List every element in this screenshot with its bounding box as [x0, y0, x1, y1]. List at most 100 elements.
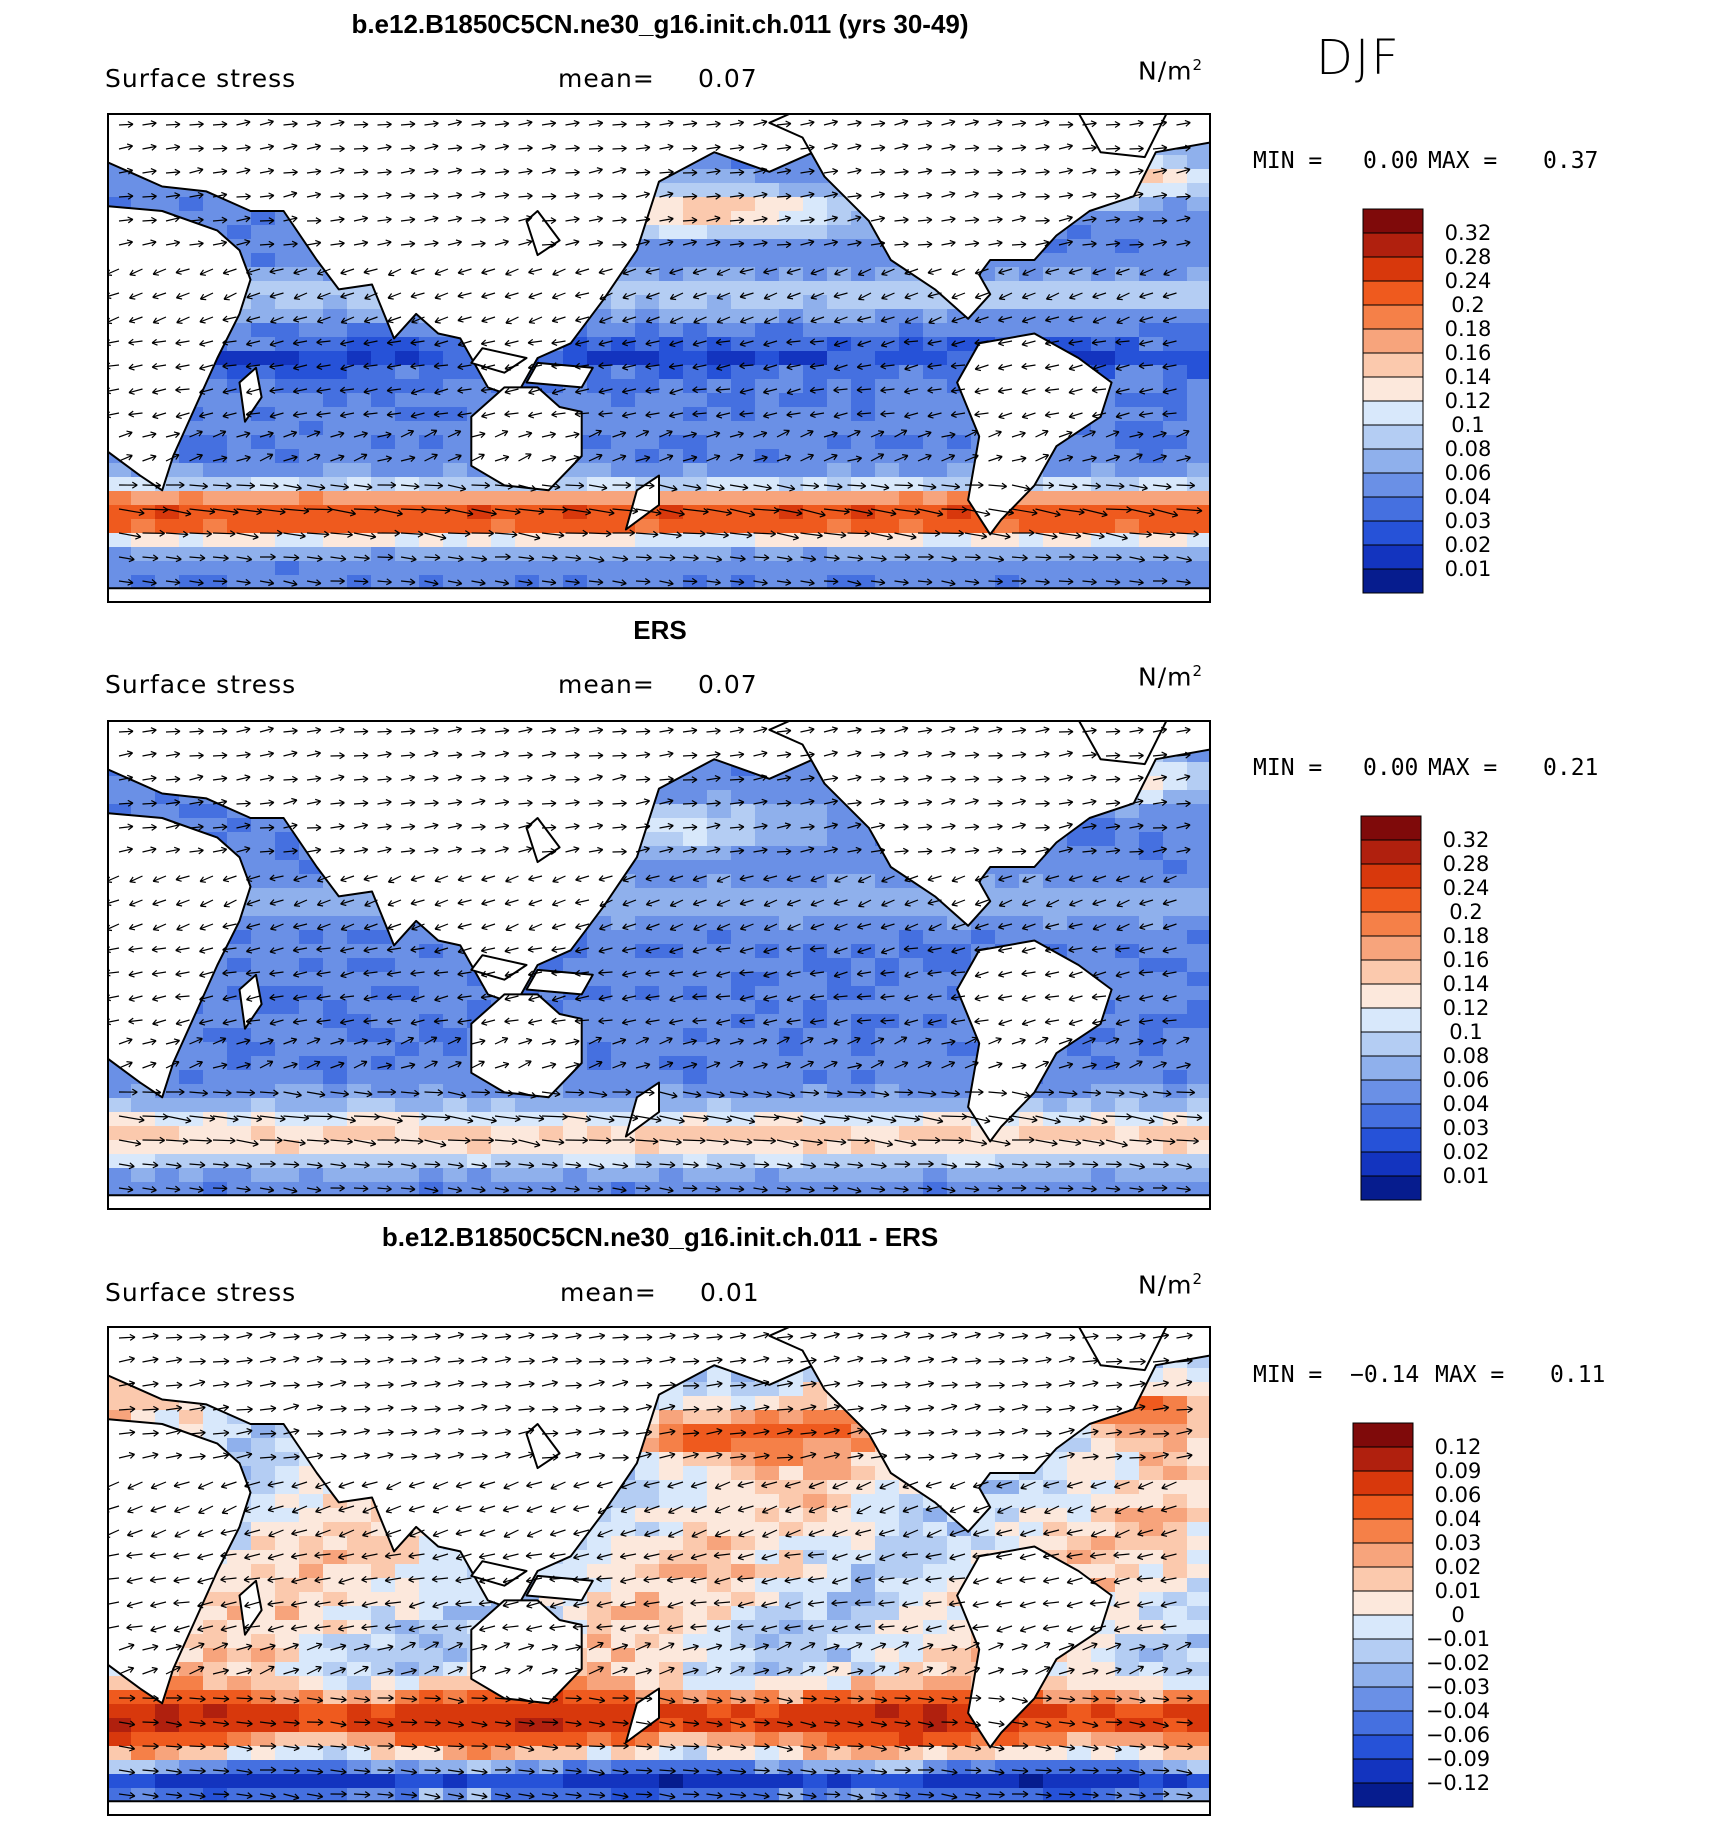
- colorbar-tick-label: 0.32: [1445, 221, 1492, 245]
- colorbar-swatch: [1352, 1614, 1414, 1640]
- colorbar-tick-label: 0.1: [1451, 413, 1484, 437]
- panel-3-title: b.e12.B1850C5CN.ne30_g16.init.ch.011 - E…: [381, 1222, 939, 1252]
- panel-3-variable: Surface stress: [105, 1278, 297, 1307]
- continents: [107, 720, 1211, 1210]
- panel-1-variable: Surface stress: [105, 64, 297, 93]
- colorbar-swatch: [1362, 520, 1424, 546]
- panel-2-title: ERS: [633, 615, 687, 645]
- stress-vectors: [107, 119, 1203, 587]
- panel-3-min-value: −0.14: [1350, 1362, 1420, 1388]
- panel-2-mean-value: 0.07: [698, 670, 758, 699]
- panel-3-max-label: MAX =: [1435, 1362, 1505, 1388]
- colorbar-tick-label: 0.01: [1445, 557, 1492, 581]
- colorbar-swatch: [1360, 1031, 1422, 1057]
- panel-3-min-label: MIN =: [1253, 1362, 1323, 1388]
- colorbar-tick-label: −0.06: [1426, 1723, 1490, 1747]
- colorbar-tick-label: 0: [1451, 1603, 1464, 1627]
- colorbar-swatch: [1360, 1079, 1422, 1105]
- colorbar-swatch: [1352, 1542, 1414, 1568]
- colorbar-tick-label: −0.09: [1426, 1747, 1490, 1771]
- colorbar-tick-label: 0.04: [1443, 1092, 1490, 1116]
- colorbar-swatch: [1352, 1446, 1414, 1472]
- colorbar-swatch: [1352, 1566, 1414, 1592]
- colorbar-swatch: [1360, 863, 1422, 889]
- colorbar-tick-label: 0.18: [1445, 317, 1492, 341]
- colorbar-swatch: [1352, 1758, 1414, 1784]
- colorbar-swatch: [1352, 1782, 1414, 1808]
- colorbar-tick-label: 0.08: [1443, 1044, 1490, 1068]
- panel-2-min-value: 0.00: [1363, 755, 1419, 781]
- colorbar-tick-label: 0.2: [1449, 900, 1482, 924]
- colorbar-tick-label: 0.02: [1443, 1140, 1490, 1164]
- season-label: DJF: [1316, 30, 1401, 86]
- map-frame: [107, 720, 1211, 1210]
- colorbar-swatch: [1362, 256, 1424, 282]
- colorbar-tick-label: 0.16: [1445, 341, 1492, 365]
- panel-3-mean-value: 0.01: [700, 1278, 760, 1307]
- colorbar-tick-label: 0.03: [1445, 509, 1492, 533]
- colorbar-swatch: [1352, 1422, 1414, 1448]
- panel-3-units: N/m2: [1138, 1270, 1204, 1300]
- colorbar-tick-label: 0.1: [1449, 1020, 1482, 1044]
- panel-1-map: [107, 113, 1211, 603]
- colorbar-tick-label: 0.01: [1443, 1164, 1490, 1188]
- stress-vectors: [107, 1331, 1193, 1801]
- colorbar-swatch: [1362, 352, 1424, 378]
- stress-vectors: [107, 726, 1203, 1194]
- panel-2-min-label: MIN =: [1253, 755, 1323, 781]
- colorbar-tick-label: 0.04: [1445, 485, 1492, 509]
- colorbar-tick-label: −0.01: [1426, 1627, 1490, 1651]
- colorbar-tick-label: −0.03: [1426, 1675, 1490, 1699]
- panel-1-min-label: MIN =: [1253, 148, 1323, 174]
- colorbar-swatch: [1360, 1055, 1422, 1081]
- colorbar-swatch: [1360, 887, 1422, 913]
- colorbar-tick-label: 0.14: [1445, 365, 1492, 389]
- colorbar-swatch: [1360, 839, 1422, 865]
- colorbar-tick-label: 0.28: [1443, 852, 1490, 876]
- colorbar-tick-label: 0.01: [1435, 1579, 1482, 1603]
- colorbar-tick-label: 0.28: [1445, 245, 1492, 269]
- colorbar-swatch: [1360, 935, 1422, 961]
- colorbar-swatch: [1352, 1518, 1414, 1544]
- colorbar-swatch: [1362, 448, 1424, 474]
- panel-3-colorbar: 0.12 0.09 0.06 0.04 0.03 0.02 0.01 0 −0.01 −0.02−…: [1352, 1422, 1552, 1815]
- colorbar-swatch: [1352, 1590, 1414, 1616]
- colorbar-swatch: [1362, 568, 1424, 594]
- colorbar-tick-label: 0.24: [1445, 269, 1492, 293]
- continents: [107, 113, 1211, 603]
- colorbar-swatch: [1352, 1638, 1414, 1664]
- panel-2-map: [107, 720, 1211, 1210]
- colorbar-swatch: [1360, 1127, 1422, 1153]
- colorbar-swatch: [1362, 400, 1424, 426]
- colorbar-swatch: [1352, 1710, 1414, 1736]
- colorbar-swatch: [1360, 1151, 1422, 1177]
- panel-2-mean-label: mean=: [558, 670, 655, 699]
- panel-2-max-label: MAX =: [1428, 755, 1498, 781]
- map-frame: [107, 113, 1211, 603]
- colorbar-swatch: [1360, 1175, 1422, 1201]
- colorbar-swatch: [1352, 1686, 1414, 1712]
- colorbar-tick-label: 0.03: [1443, 1116, 1490, 1140]
- panel-1-units: N/m2: [1138, 56, 1204, 86]
- colorbar-swatch: [1362, 376, 1424, 402]
- colorbar-tick-label: 0.08: [1445, 437, 1492, 461]
- colorbar-swatch: [1362, 208, 1424, 234]
- colorbar-tick-label: 0.12: [1435, 1435, 1482, 1459]
- panel-1-title: b.e12.B1850C5CN.ne30_g16.init.ch.011 (yr…: [351, 9, 969, 39]
- panel-2-units: N/m2: [1138, 662, 1204, 692]
- colorbar-swatch: [1362, 472, 1424, 498]
- panel-2-variable: Surface stress: [105, 670, 297, 699]
- colorbar-swatch: [1362, 328, 1424, 354]
- colorbar-swatch: [1362, 232, 1424, 258]
- colorbar-swatch: [1362, 280, 1424, 306]
- colorbar-swatch: [1360, 815, 1422, 841]
- panel-1-max-label: MAX =: [1428, 148, 1498, 174]
- continents: [107, 1326, 1211, 1816]
- panel-1-mean-value: 0.07: [698, 64, 758, 93]
- colorbar-tick-label: 0.02: [1445, 533, 1492, 557]
- colorbar-tick-label: 0.2: [1451, 293, 1484, 317]
- colorbar-swatch: [1352, 1494, 1414, 1520]
- colorbar-swatch: [1360, 1007, 1422, 1033]
- panel-2-max-value: 0.21: [1543, 755, 1599, 781]
- panel-1-mean-label: mean=: [558, 64, 655, 93]
